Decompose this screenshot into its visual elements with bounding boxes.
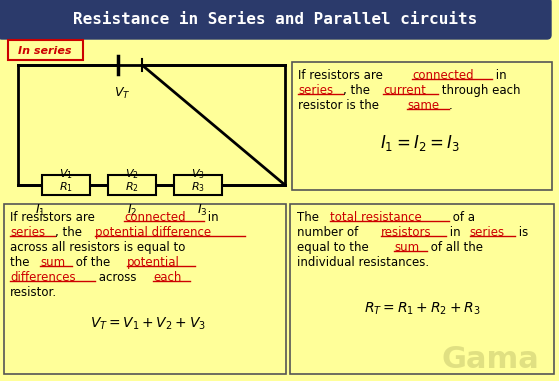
Text: series: series: [10, 226, 45, 239]
Text: $I_1 = I_2 = I_3$: $I_1 = I_2 = I_3$: [380, 133, 460, 153]
Bar: [42, 175, 90, 195]
Bar: [290, 204, 554, 374]
Text: The: The: [297, 211, 323, 224]
Text: $V_T$: $V_T$: [114, 85, 130, 101]
Text: $R_T = R_1 + R_2 + R_3$: $R_T = R_1 + R_2 + R_3$: [364, 301, 480, 317]
Text: resistor is the: resistor is the: [298, 99, 383, 112]
Text: $I_1$: $I_1$: [35, 203, 45, 218]
Text: equal to the: equal to the: [297, 241, 372, 254]
Text: connected: connected: [124, 211, 186, 224]
Text: resistor.: resistor.: [10, 286, 57, 299]
Text: through each: through each: [438, 84, 521, 97]
Text: differences: differences: [10, 271, 75, 284]
Text: In series: In series: [18, 46, 72, 56]
Text: in: in: [446, 226, 465, 239]
Text: in: in: [204, 211, 219, 224]
Bar: [292, 62, 552, 190]
Text: $I_2$: $I_2$: [127, 203, 137, 218]
Text: Resistance in Series and Parallel circuits: Resistance in Series and Parallel circui…: [73, 13, 477, 27]
Text: $V_1$: $V_1$: [59, 167, 73, 181]
Bar: [4, 204, 286, 374]
Text: current: current: [383, 84, 426, 97]
Text: of all the: of all the: [427, 241, 483, 254]
Text: , the: , the: [343, 84, 374, 97]
Text: sum: sum: [395, 241, 420, 254]
Text: , the: , the: [55, 226, 86, 239]
Text: $R_3$: $R_3$: [191, 180, 205, 194]
Text: of the: of the: [73, 256, 115, 269]
Bar: [108, 175, 156, 195]
Text: $V_3$: $V_3$: [191, 167, 205, 181]
Text: $V_T = V_1 + V_2 + V_3$: $V_T = V_1 + V_2 + V_3$: [90, 316, 206, 332]
Text: each: each: [153, 271, 182, 284]
Text: If resistors are: If resistors are: [10, 211, 98, 224]
Text: number of: number of: [297, 226, 362, 239]
Text: resistors: resistors: [381, 226, 432, 239]
Text: the: the: [10, 256, 33, 269]
Text: connected: connected: [413, 69, 474, 82]
Text: in: in: [492, 69, 506, 82]
Text: $R_2$: $R_2$: [125, 180, 139, 194]
Text: If resistors are: If resistors are: [298, 69, 387, 82]
Text: potential difference: potential difference: [95, 226, 211, 239]
Text: potential: potential: [126, 256, 179, 269]
Text: across all resistors is equal to: across all resistors is equal to: [10, 241, 186, 254]
Text: $R_1$: $R_1$: [59, 180, 73, 194]
Text: is: is: [515, 226, 528, 239]
Bar: [174, 175, 222, 195]
Bar: [8, 40, 83, 60]
Text: $V_2$: $V_2$: [125, 167, 139, 181]
Text: series: series: [298, 84, 333, 97]
Text: series: series: [470, 226, 505, 239]
Text: .: .: [449, 99, 453, 112]
Text: sum: sum: [40, 256, 65, 269]
Text: total resistance: total resistance: [330, 211, 422, 224]
Text: across: across: [94, 271, 140, 284]
Text: of a: of a: [449, 211, 475, 224]
Text: individual resistances.: individual resistances.: [297, 256, 429, 269]
Text: same: same: [408, 99, 439, 112]
FancyBboxPatch shape: [0, 0, 551, 39]
Text: Gama: Gama: [441, 346, 539, 375]
Text: $I_3$: $I_3$: [197, 203, 207, 218]
